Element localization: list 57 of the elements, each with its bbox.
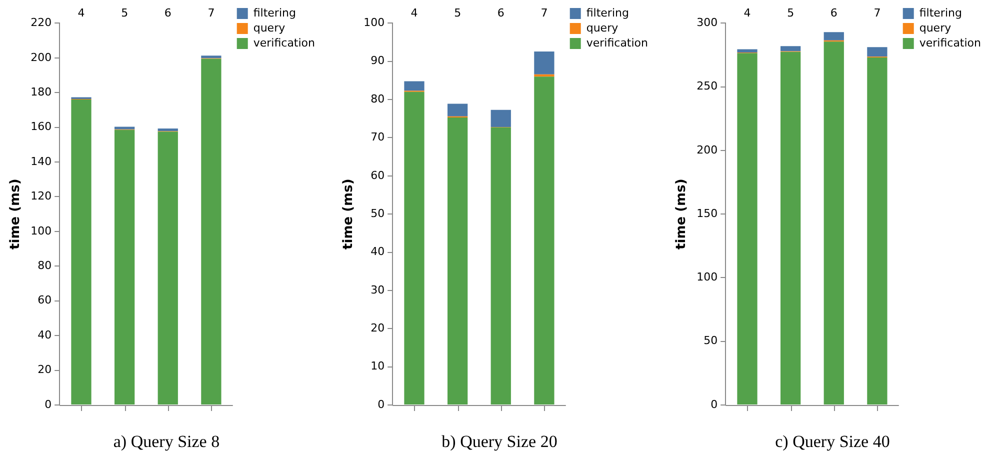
y-tick-label: 20 bbox=[370, 322, 385, 334]
x-tick-label: 7 bbox=[874, 6, 881, 20]
y-tick-label: 20 bbox=[38, 363, 52, 376]
y-axis-title: time (ms) bbox=[8, 178, 24, 250]
legend-label: verification bbox=[919, 36, 982, 50]
y-tick-label: 250 bbox=[696, 80, 718, 93]
y-tick-label: 220 bbox=[30, 16, 52, 30]
x-tick-label: 5 bbox=[454, 6, 462, 20]
x-tick-label: 4 bbox=[78, 6, 85, 20]
legend-label: query bbox=[586, 21, 619, 34]
y-axis-title: time (ms) bbox=[341, 178, 356, 250]
y-tick-label: 120 bbox=[30, 190, 52, 203]
y-tick-label: 40 bbox=[38, 328, 52, 342]
y-tick-label: 100 bbox=[696, 270, 718, 284]
y-tick-label: 30 bbox=[370, 283, 385, 296]
y-tick-label: 100 bbox=[364, 16, 385, 30]
legend-label: verification bbox=[253, 36, 316, 50]
y-tick-label: 80 bbox=[370, 92, 385, 106]
y-tick-label: 60 bbox=[38, 294, 52, 307]
x-tick-label: 6 bbox=[164, 6, 172, 20]
x-tick-label: 4 bbox=[410, 6, 418, 20]
y-tick-label: 0 bbox=[378, 398, 385, 411]
legend-label: query bbox=[919, 21, 952, 34]
y-tick-label: 50 bbox=[704, 334, 718, 348]
legend-label: filtering bbox=[253, 6, 296, 20]
legend-label: query bbox=[253, 21, 286, 34]
y-tick-label: 0 bbox=[44, 398, 52, 411]
y-tick-label: 200 bbox=[696, 143, 718, 156]
x-tick-label: 7 bbox=[540, 6, 548, 20]
y-tick-label: 60 bbox=[370, 168, 385, 182]
legend-label: filtering bbox=[919, 6, 962, 20]
y-tick-label: 0 bbox=[710, 398, 718, 411]
y-tick-label: 140 bbox=[30, 154, 52, 168]
x-tick-label: 5 bbox=[787, 6, 794, 20]
text: c) Query Size 40 bbox=[774, 432, 891, 452]
y-tick-label: 40 bbox=[370, 245, 385, 258]
y-tick-label: 200 bbox=[30, 50, 52, 64]
y-tick-label: 50 bbox=[370, 206, 385, 220]
y-tick-label: 160 bbox=[30, 120, 52, 134]
legend-label: filtering bbox=[586, 6, 629, 20]
y-tick-label: 300 bbox=[696, 16, 718, 30]
y-tick-label: 10 bbox=[370, 360, 385, 373]
y-axis-title: time (ms) bbox=[674, 178, 690, 250]
y-tick-label: 70 bbox=[370, 130, 385, 144]
text: b) Query Size 20 bbox=[440, 432, 558, 452]
y-tick-label: 100 bbox=[30, 224, 52, 238]
legend-label: verification bbox=[586, 36, 648, 50]
y-tick-label: 150 bbox=[696, 206, 718, 220]
x-tick-label: 4 bbox=[744, 6, 751, 20]
x-tick-label: 6 bbox=[830, 6, 838, 20]
x-tick-label: 7 bbox=[208, 6, 215, 20]
y-tick-label: 90 bbox=[370, 54, 385, 68]
y-tick-label: 180 bbox=[30, 85, 52, 98]
text: a) Query Size 8 bbox=[112, 432, 221, 452]
x-tick-label: 5 bbox=[121, 6, 128, 20]
x-tick-label: 6 bbox=[497, 6, 504, 20]
y-tick-label: 80 bbox=[38, 259, 52, 272]
